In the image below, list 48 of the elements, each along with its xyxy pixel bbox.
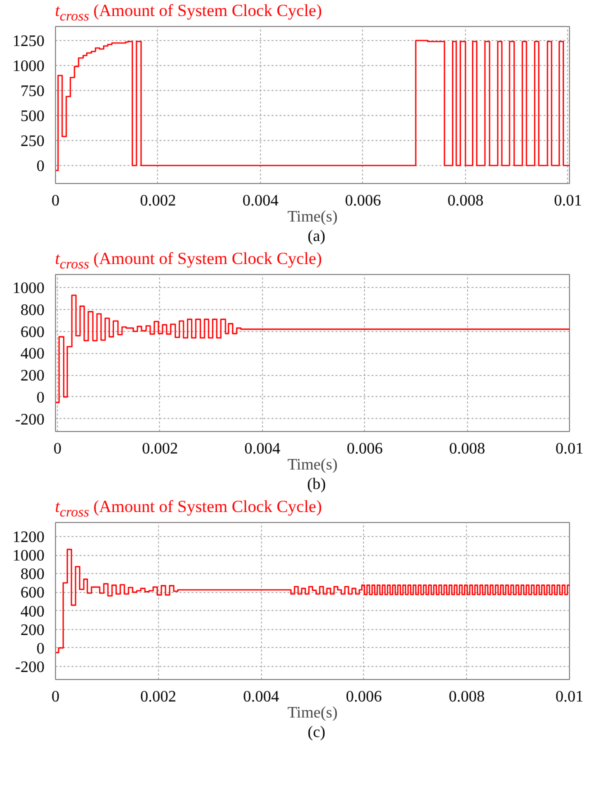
x-axis-title: Time(s) — [287, 208, 338, 226]
chart-title: t$_{cross}$ (Amount of System Clock Cycle) — [55, 496, 322, 522]
x-tick-label: 0.006 — [346, 688, 382, 706]
x-tick-label: 0.01 — [556, 688, 584, 706]
y-tick-label: 200 — [20, 622, 44, 639]
x-tick-label: 0.002 — [140, 688, 176, 706]
x-tick-label: 0.002 — [142, 440, 178, 458]
x-tick-label: 0.01 — [554, 192, 582, 210]
x-axis-title: Time(s) — [287, 704, 338, 722]
x-tick-label: 0.008 — [449, 440, 486, 458]
y-tick-label: 600 — [20, 324, 44, 341]
y-tick-label: -200 — [15, 411, 44, 428]
y-tick-label: 0 — [36, 158, 44, 175]
y-tick-label: 1200 — [12, 528, 44, 546]
y-tick-label: 200 — [20, 368, 44, 385]
y-tick-label: 1250 — [12, 33, 44, 50]
y-tick-label: 600 — [20, 584, 44, 602]
x-tick-label: 0.006 — [344, 192, 381, 210]
x-tick-label: 0.004 — [243, 688, 280, 706]
x-tick-label: 0.002 — [140, 192, 176, 210]
x-axis-title: Time(s) — [287, 456, 338, 474]
y-tick-label: 800 — [20, 302, 44, 319]
x-tick-label: 0 — [54, 440, 62, 458]
y-tick-label: 500 — [20, 108, 44, 125]
y-tick-label: 250 — [20, 133, 44, 150]
y-tick-label: 1000 — [12, 280, 44, 298]
x-tick-label: 0.01 — [556, 440, 584, 458]
x-tick-label: 0.004 — [244, 440, 280, 458]
text: (a) — [308, 228, 326, 246]
x-tick-label: 0.004 — [242, 192, 278, 210]
x-tick-label: 0 — [52, 192, 60, 210]
y-tick-label: 0 — [36, 389, 44, 406]
x-tick-label: 0.008 — [448, 688, 485, 706]
x-tick-label: 0.006 — [346, 440, 383, 458]
y-tick-label: 0 — [36, 640, 44, 658]
y-tick-label: -200 — [15, 658, 44, 676]
chart-title: t$_{cross}$ (Amount of System Clock Cycle) — [55, 0, 322, 26]
x-tick-label: 0.008 — [447, 192, 484, 210]
chart-title: t$_{cross}$ (Amount of System Clock Cycle) — [55, 248, 322, 274]
y-tick-label: 400 — [20, 603, 44, 620]
y-tick-label: 1000 — [12, 58, 44, 75]
x-tick-label: 0 — [52, 688, 60, 706]
text: (b) — [307, 476, 326, 494]
y-tick-label: 750 — [20, 83, 44, 100]
y-tick-label: 400 — [20, 346, 44, 363]
y-tick-label: 1000 — [12, 548, 44, 565]
text: (c) — [308, 724, 326, 742]
y-tick-label: 800 — [20, 566, 44, 584]
